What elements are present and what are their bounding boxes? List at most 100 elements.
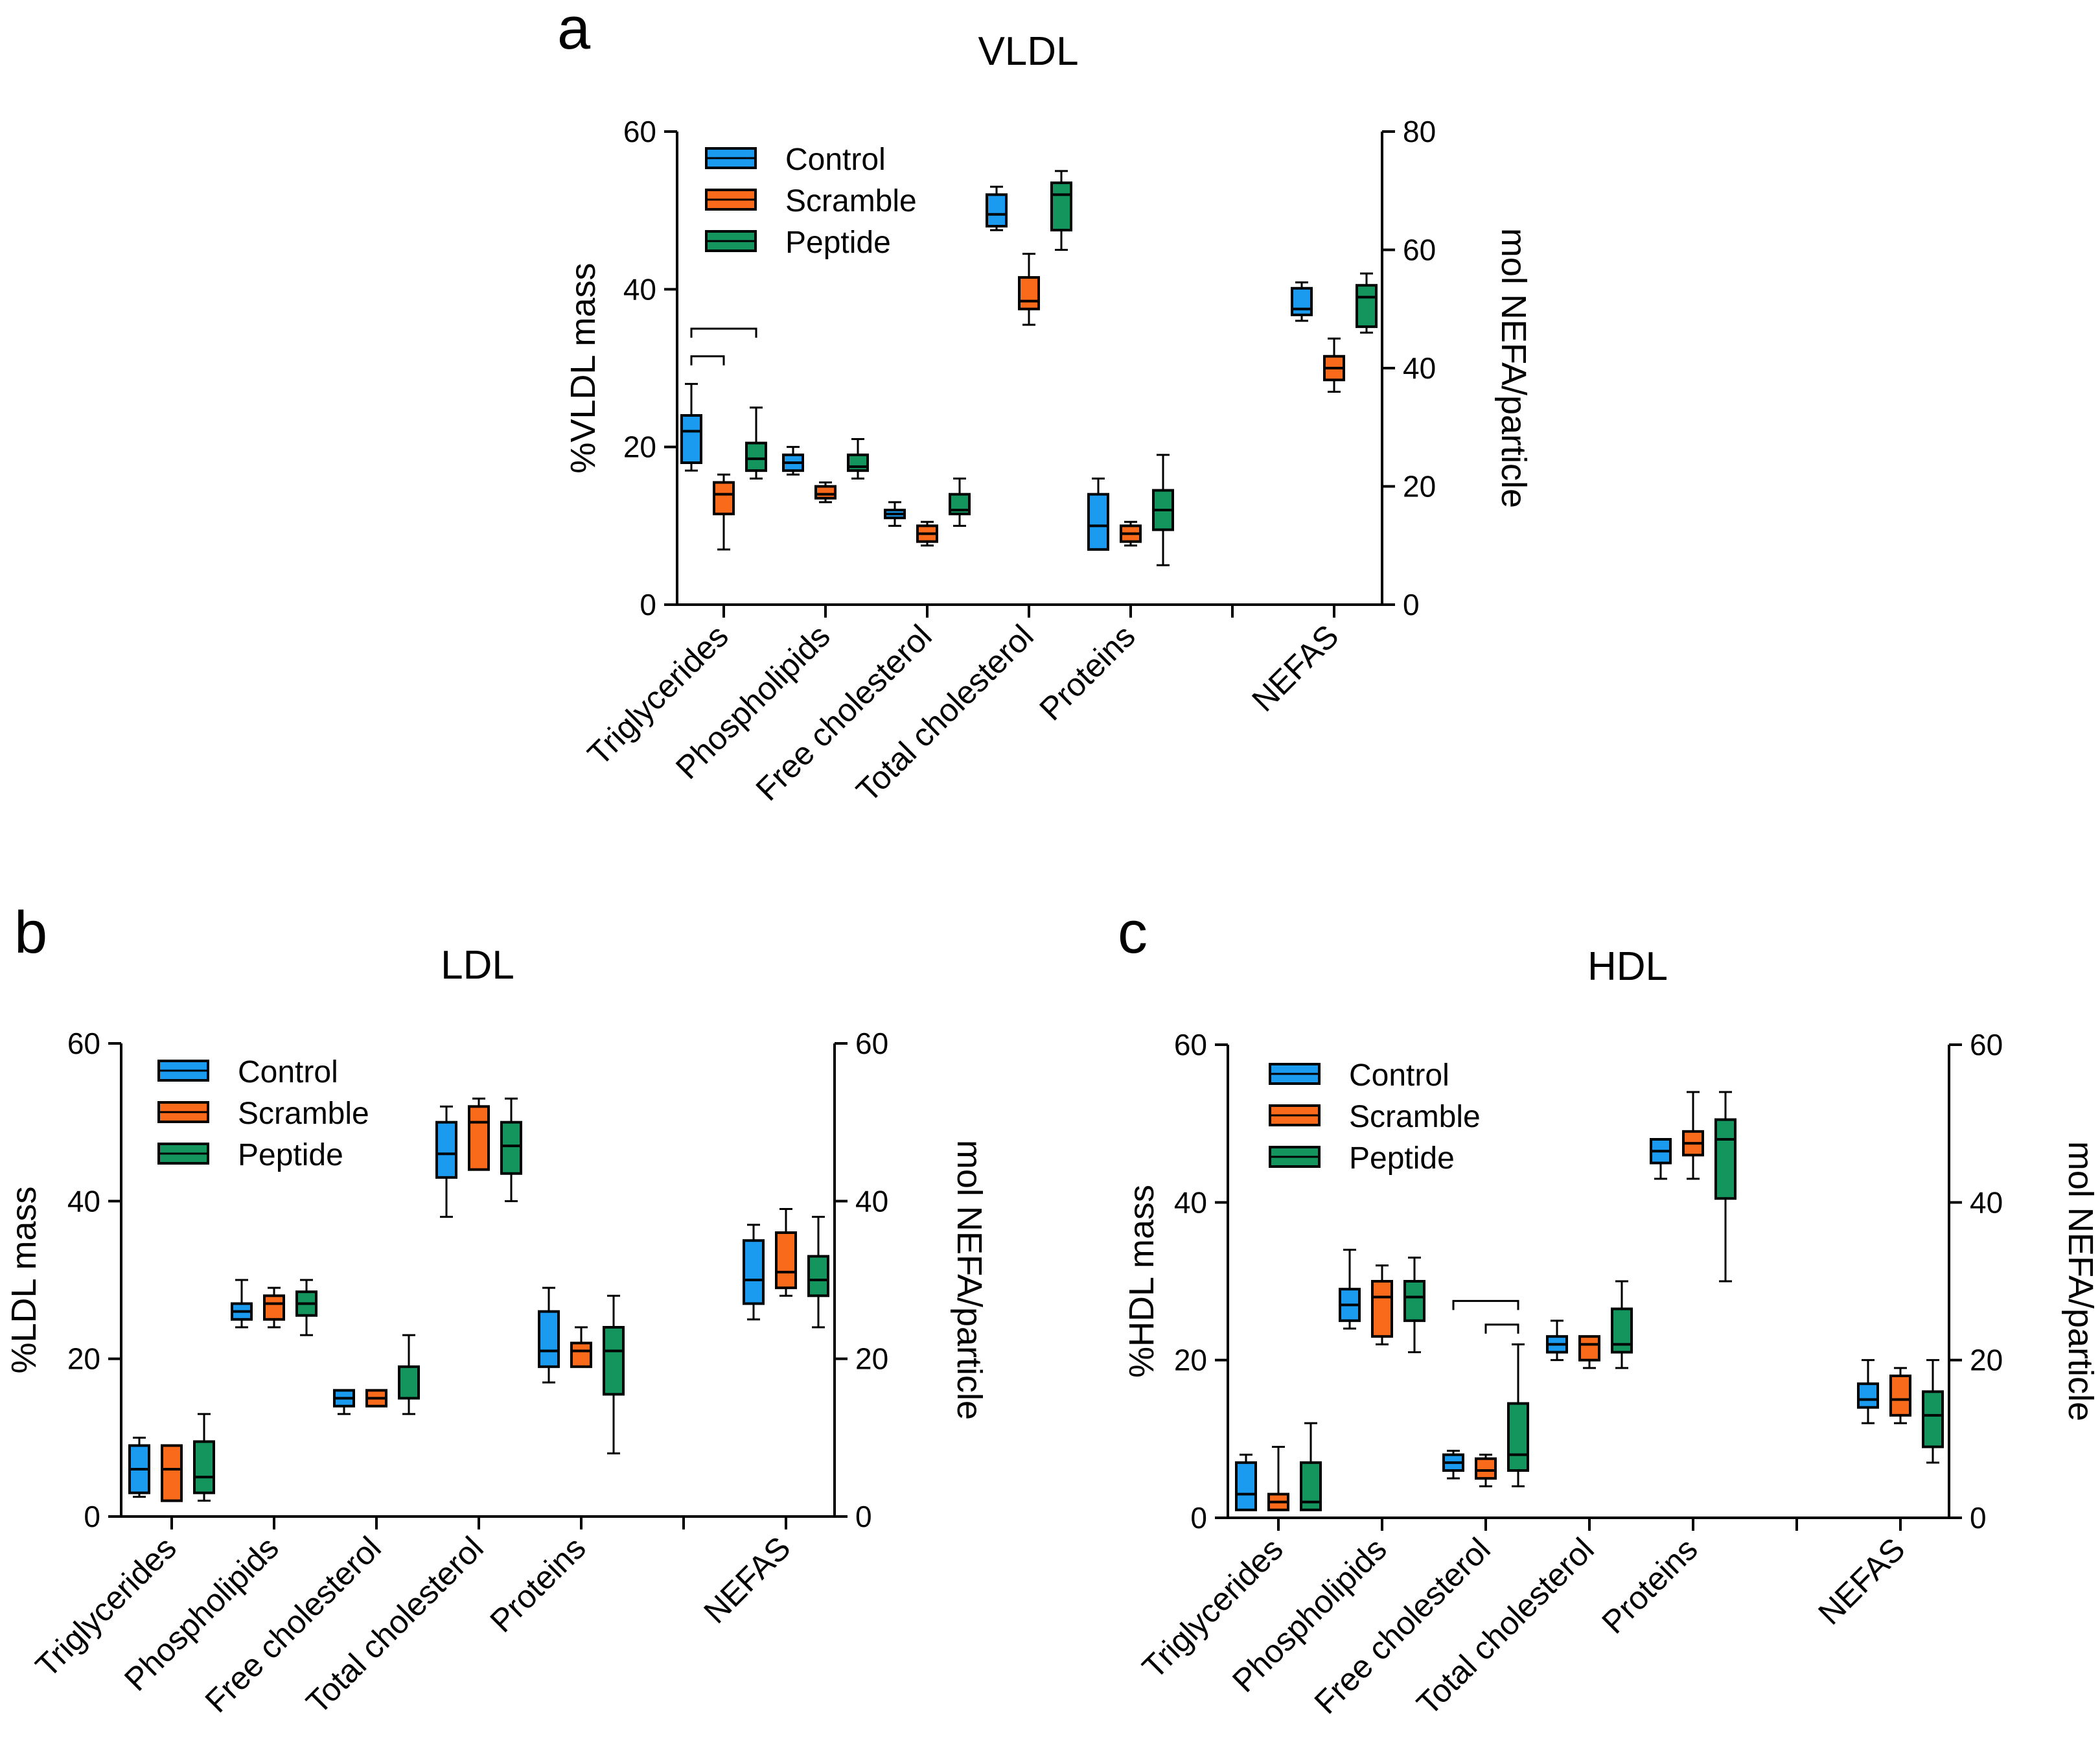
box-scramble-total-cholesterol	[1018, 253, 1040, 326]
chart-panel-c: cHDL02040600204060TriglyceridesPhospholi…	[1118, 900, 2100, 1722]
y-tick-label-right: 60	[1970, 1028, 2003, 1062]
box-iqr	[1714, 1118, 1737, 1200]
box-iqr	[1018, 276, 1040, 310]
box-scramble-phospholipids	[263, 1286, 285, 1329]
box-peptide-total-cholesterol	[1611, 1280, 1633, 1369]
x-tick-label: Proteins	[1595, 1531, 1704, 1640]
legend-label-scramble: Scramble	[238, 1097, 369, 1131]
box-scramble-free-cholesterol	[1475, 1454, 1497, 1487]
box-scramble-nefas	[1889, 1367, 1911, 1424]
box-iqr	[775, 1231, 797, 1290]
legend-label-peptide: Peptide	[238, 1138, 343, 1172]
box-peptide-total-cholesterol	[1050, 170, 1072, 251]
chart-panel-b: b LDL02040600204060TriglyceridesPhospholi…	[5, 900, 989, 1721]
y-tick-label-right: 0	[855, 1500, 872, 1533]
box-peptide-nefas	[1356, 272, 1378, 334]
x-tick-label: Free cholesterol	[1308, 1531, 1497, 1721]
y-tick-label-right: 60	[1403, 233, 1436, 267]
box-control-nefas	[1291, 281, 1313, 322]
box-iqr	[468, 1105, 490, 1171]
x-tick-label: NEFAS	[1811, 1531, 1912, 1632]
box-iqr	[807, 1255, 829, 1297]
box-peptide-triglycerides	[193, 1413, 215, 1502]
y-tick-label-right: 0	[1970, 1501, 1987, 1535]
box-iqr	[570, 1342, 592, 1368]
box-iqr	[1291, 286, 1313, 316]
x-tick-label: Proteins	[483, 1529, 592, 1639]
box-scramble-proteins	[1120, 520, 1142, 547]
box-peptide-triglycerides	[745, 406, 767, 480]
box-scramble-triglycerides	[161, 1444, 183, 1502]
box-iqr	[500, 1121, 522, 1175]
box-iqr	[743, 1239, 765, 1305]
box-peptide-triglycerides	[1300, 1422, 1322, 1511]
box-iqr	[1356, 284, 1378, 329]
box-peptide-proteins	[1152, 454, 1174, 566]
box-scramble-triglycerides	[1267, 1446, 1289, 1511]
box-scramble-free-cholesterol	[916, 520, 938, 547]
y-axis-label-left: %LDL mass	[5, 1186, 43, 1373]
y-tick-label-left: 40	[623, 272, 656, 306]
y-tick-label-right: 20	[1970, 1343, 2003, 1377]
box-scramble-proteins	[1682, 1091, 1704, 1180]
box-control-total-cholesterol	[1546, 1319, 1568, 1362]
box-control-total-cholesterol	[435, 1105, 457, 1218]
box-iqr	[1475, 1457, 1497, 1480]
box-scramble-free-cholesterol	[365, 1389, 387, 1408]
box-iqr	[161, 1444, 183, 1502]
y-tick-label-left: 0	[640, 588, 656, 622]
box-iqr	[814, 485, 837, 500]
box-iqr	[1611, 1307, 1633, 1354]
legend-label-control: Control	[1349, 1058, 1449, 1093]
box-iqr	[1371, 1280, 1393, 1338]
y-tick-label-right: 40	[855, 1184, 888, 1218]
legend-label-peptide: Peptide	[785, 226, 891, 260]
box-control-free-cholesterol	[884, 501, 906, 527]
y-tick-label-left: 0	[84, 1500, 100, 1533]
y-axis-label-right: mol NEFA/particle	[1494, 228, 1533, 508]
box-control-triglycerides	[1235, 1454, 1257, 1511]
panel-letter: c	[1118, 900, 1148, 966]
box-iqr	[398, 1365, 420, 1400]
box-iqr	[1578, 1335, 1600, 1362]
y-tick-label-left: 20	[1174, 1343, 1207, 1377]
box-iqr	[745, 441, 767, 472]
box-iqr	[1050, 181, 1072, 232]
y-tick-label-left: 20	[623, 430, 656, 464]
y-tick-label-right: 20	[855, 1342, 888, 1376]
box-control-proteins	[1087, 477, 1109, 551]
box-iqr	[1087, 493, 1109, 551]
box-iqr	[1507, 1402, 1529, 1472]
box-peptide-phospholipids	[1403, 1257, 1425, 1353]
y-axis-label-right: mol NEFA/particle	[2061, 1141, 2100, 1421]
box-control-triglycerides	[680, 382, 702, 472]
box-iqr	[193, 1440, 215, 1494]
y-tick-label-left: 60	[1174, 1028, 1207, 1062]
y-axis-label-right: mol NEFA/particle	[950, 1140, 989, 1420]
x-tick-label: Free cholesterol	[198, 1529, 388, 1719]
box-scramble-nefas	[775, 1208, 797, 1297]
box-iqr	[847, 453, 869, 472]
significance-bracket	[1484, 1323, 1519, 1334]
legend-label-peptide: Peptide	[1349, 1141, 1455, 1176]
significance-bracket	[690, 355, 725, 366]
box-control-triglycerides	[128, 1436, 150, 1498]
y-tick-label-right: 0	[1403, 588, 1420, 622]
box-iqr	[1922, 1390, 1944, 1448]
box-control-proteins	[538, 1286, 560, 1384]
box-peptide-free-cholesterol	[398, 1334, 420, 1415]
box-scramble-total-cholesterol	[1578, 1335, 1600, 1369]
box-iqr	[986, 193, 1008, 228]
y-tick-label-right: 40	[1403, 351, 1436, 385]
chart-title: HDL	[1587, 944, 1668, 989]
significance-bracket	[690, 327, 757, 338]
box-peptide-phospholipids	[847, 438, 869, 480]
box-peptide-free-cholesterol	[949, 477, 971, 527]
x-tick-label: Proteins	[1032, 618, 1142, 727]
x-tick-label: Total cholesterol	[1410, 1531, 1601, 1722]
y-tick-label-left: 40	[1174, 1185, 1207, 1219]
chart-panel-a: a VLDL0204060020406080TriglyceridesPhosph…	[557, 0, 1533, 809]
x-tick-label: NEFAS	[697, 1529, 798, 1631]
y-tick-label-left: 40	[67, 1184, 100, 1218]
